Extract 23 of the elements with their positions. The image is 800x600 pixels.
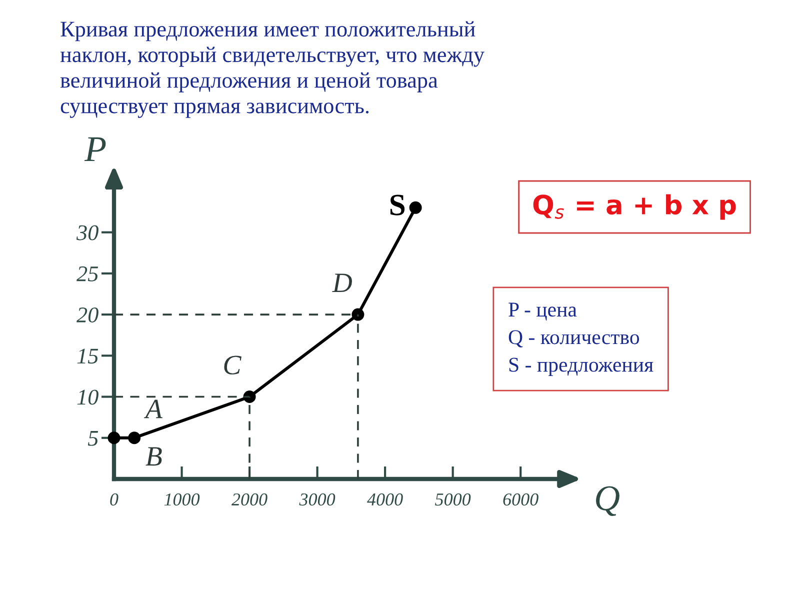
x-axis-title: Q: [596, 486, 620, 516]
annotation: C: [224, 356, 242, 374]
annotation: P - цена Q - количество S - предложения: [508, 302, 654, 376]
x-tick-label: 3000: [299, 493, 336, 506]
y-tick-label: 10: [77, 390, 98, 405]
y-tick-label: 25: [76, 266, 98, 282]
annotation: D: [332, 274, 352, 292]
x-tick-label: 5000: [435, 493, 471, 506]
x-tick-label: 4000: [367, 493, 403, 506]
annotation: A: [144, 400, 162, 418]
y-tick-label: 30: [76, 225, 98, 240]
x-tick-label: 6000: [503, 493, 538, 506]
y-tick-label: 15: [77, 348, 98, 364]
chart-title: Кривая предложения имеет положительный наклон, который свидетельствует, что между величиной предложения и ценой товара существует прямая зависимость.: [60, 21, 484, 118]
y-tick-label: 5: [88, 431, 98, 446]
annotation: S: [390, 194, 405, 216]
x-tick-label: 2000: [231, 493, 268, 506]
y-axis-title: P: [84, 137, 106, 162]
annotation: Q$_{s}$ = a + b x p: [533, 194, 736, 220]
x-tick-label: 0: [110, 493, 118, 506]
x-tick-label: 1000: [164, 493, 200, 506]
y-tick-label: 20: [76, 307, 98, 322]
annotation: B: [146, 447, 162, 466]
